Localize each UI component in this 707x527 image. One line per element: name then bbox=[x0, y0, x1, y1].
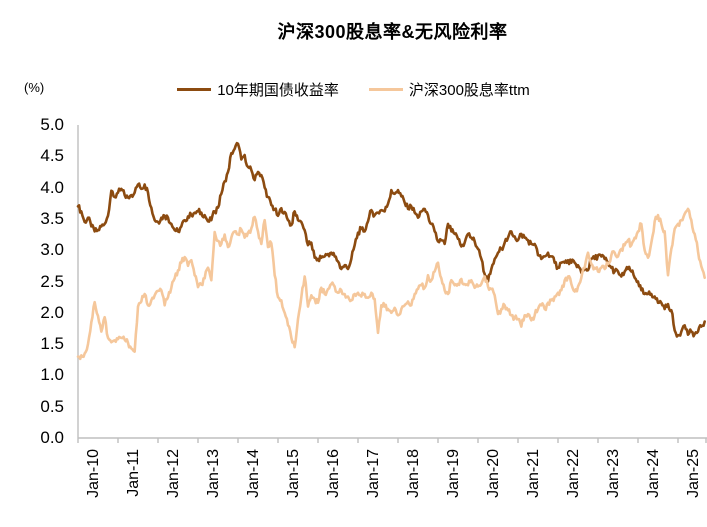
legend-item: 沪深300股息率ttm bbox=[368, 79, 530, 100]
y-axis-unit-label: (%) bbox=[24, 80, 45, 95]
treasury-yield-line bbox=[76, 141, 706, 338]
x-tick-label: Jan-18 bbox=[405, 449, 422, 498]
y-tick-label: 4.0 bbox=[40, 177, 64, 197]
y-tick-label: 2.0 bbox=[40, 302, 64, 322]
legend-label: 沪深300股息率ttm bbox=[408, 82, 530, 99]
x-tick-label: Jan-19 bbox=[445, 449, 462, 498]
y-tick-label: 3.0 bbox=[40, 240, 64, 260]
y-tick-label: 1.0 bbox=[40, 365, 64, 385]
x-tick-label: Jan-14 bbox=[245, 449, 262, 498]
dividend-yield-line bbox=[76, 207, 706, 361]
legend-label: 10年期国债收益率 bbox=[217, 82, 339, 99]
legend: 10年期国债收益率 沪深300股息率ttm bbox=[0, 79, 707, 100]
legend-line-swatch bbox=[177, 88, 212, 91]
x-tick-label: Jan-15 bbox=[285, 449, 302, 498]
y-tick-label: 3.5 bbox=[40, 208, 64, 228]
x-tick-label: Jan-12 bbox=[165, 449, 182, 498]
x-tick-label: Jan-17 bbox=[365, 449, 382, 498]
x-tick-label: Jan-20 bbox=[485, 449, 502, 498]
legend-item: 10年期国债收益率 bbox=[177, 79, 339, 100]
x-tick-label: Jan-16 bbox=[325, 449, 342, 498]
x-tick-label: Jan-23 bbox=[605, 449, 622, 498]
x-tick-label: Jan-21 bbox=[525, 449, 542, 498]
x-tick-label: Jan-10 bbox=[85, 449, 102, 498]
y-tick-label: 4.5 bbox=[40, 146, 64, 166]
y-tick-label: 5.0 bbox=[40, 115, 64, 134]
x-tick-label: Jan-22 bbox=[565, 449, 582, 498]
x-tick-label: Jan-24 bbox=[645, 449, 662, 498]
x-tick-label: Jan-13 bbox=[205, 449, 222, 498]
x-tick-label: Jan-11 bbox=[125, 449, 142, 497]
y-tick-label: 1.5 bbox=[40, 334, 64, 354]
y-tick-label: 0.5 bbox=[40, 396, 64, 416]
y-tick-label: 0.0 bbox=[40, 428, 64, 447]
y-tick-label: 2.5 bbox=[40, 271, 64, 291]
legend-line-swatch bbox=[368, 88, 403, 91]
chart-title: 沪深300股息率&无风险利率 bbox=[277, 22, 508, 42]
x-tick-label: Jan-25 bbox=[685, 449, 702, 498]
